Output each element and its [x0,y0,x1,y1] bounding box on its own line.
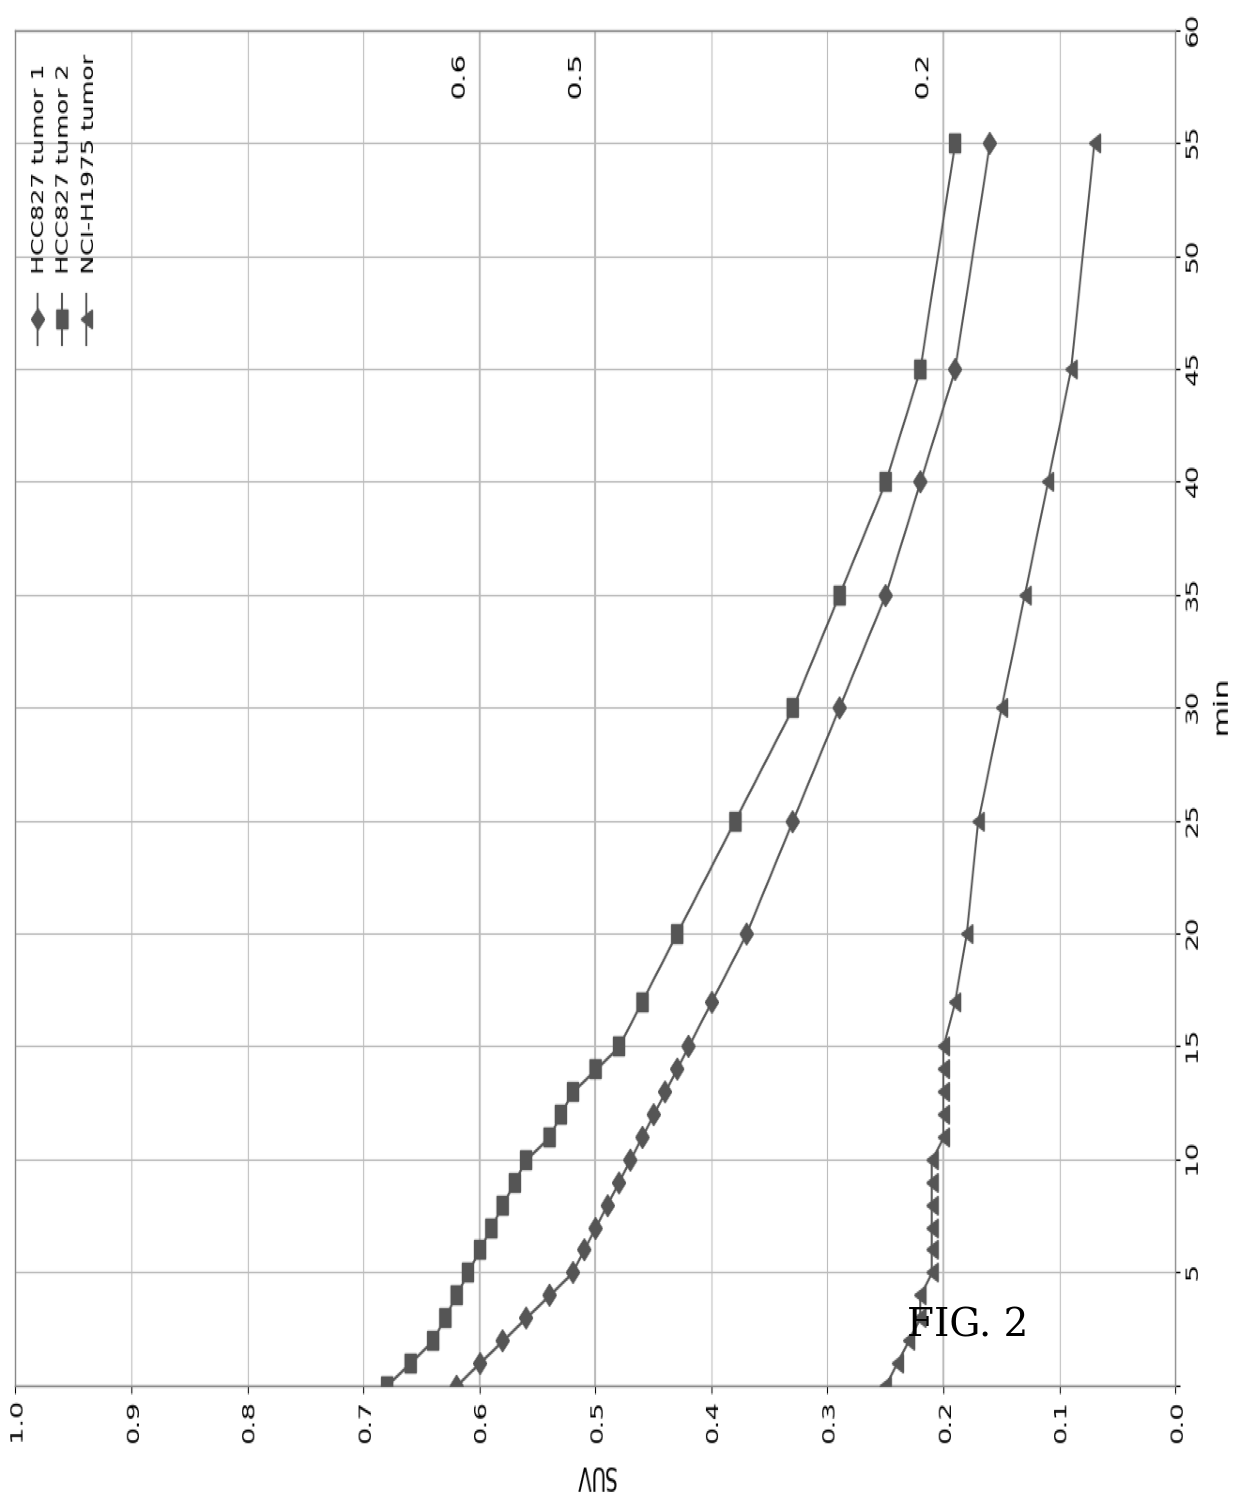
Text: FIG. 2: FIG. 2 [906,1308,1028,1344]
